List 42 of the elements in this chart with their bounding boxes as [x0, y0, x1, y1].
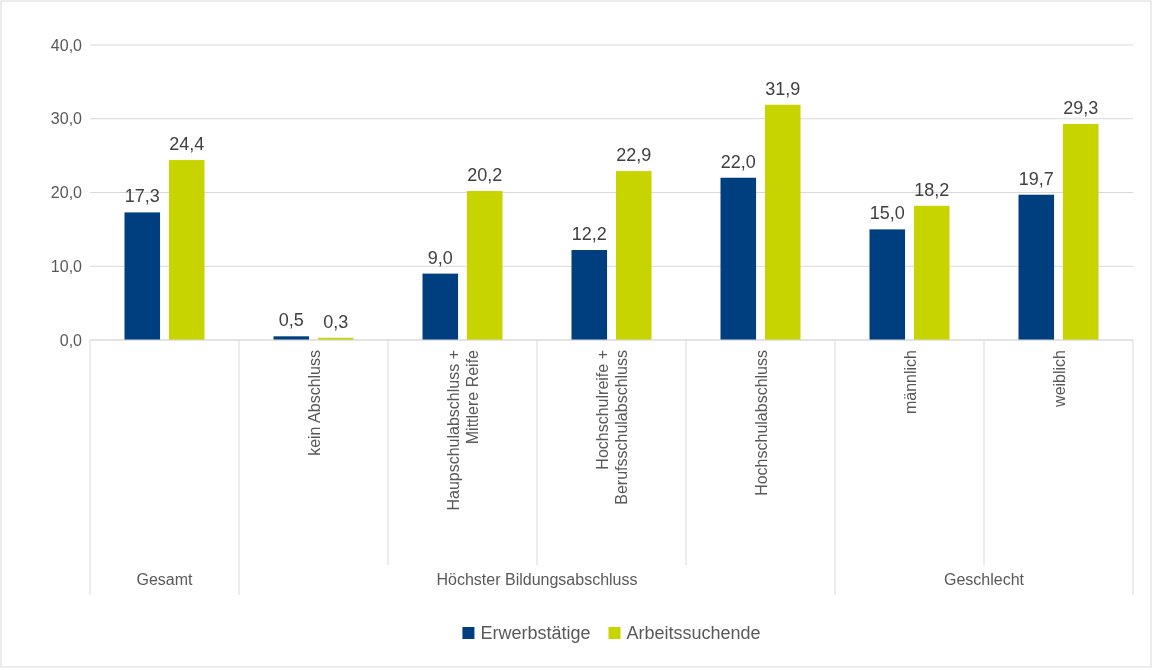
data-label: 20,2 [467, 165, 503, 186]
bar [1062, 123, 1099, 340]
y-tick-label: 30,0 [50, 110, 83, 128]
data-label: 15,0 [869, 203, 905, 224]
bar [571, 250, 608, 340]
bar [466, 191, 503, 340]
data-label: 17,3 [124, 186, 160, 207]
data-label: 0,3 [323, 311, 349, 332]
data-label: 18,2 [914, 179, 950, 200]
data-label: 31,9 [765, 78, 801, 99]
data-label: 19,7 [1018, 168, 1054, 189]
data-label: 22,9 [616, 145, 652, 166]
data-label: 12,2 [571, 224, 607, 245]
bar [124, 212, 161, 340]
legend-label: Erwerbstätige [480, 623, 591, 643]
x-tick-label: kein Abschluss [305, 350, 323, 456]
bar [615, 171, 652, 340]
bar [913, 205, 950, 340]
data-label: 22,0 [720, 151, 756, 172]
bar [168, 160, 205, 340]
data-label: 24,4 [169, 134, 205, 155]
legend-label: Arbeitssuchende [626, 623, 761, 643]
data-label: 9,0 [427, 247, 453, 268]
bar [422, 273, 459, 340]
x-tick-label: weiblich [1050, 350, 1068, 408]
data-label: 29,3 [1063, 97, 1099, 118]
x-tick-label: Haupschulabschluss + Mittlere Reife [445, 349, 481, 511]
bar [1018, 194, 1055, 340]
y-tick-label: 10,0 [50, 257, 83, 275]
bar [720, 177, 757, 340]
text: Höchster Bildungsabschluss [436, 571, 638, 588]
x-tick-label: männlich [901, 350, 919, 415]
x-tick-label: Hochschulreife + Berufsschulabschluss [594, 350, 630, 505]
bar [764, 104, 801, 340]
x-tick-label: Hochschulabschluss [752, 350, 770, 496]
y-tick-label: 0,0 [59, 331, 83, 349]
text: Gesamt [136, 571, 194, 588]
y-tick-label: 20,0 [50, 184, 83, 202]
bar [869, 229, 906, 340]
text: Geschlecht [943, 571, 1025, 588]
y-tick-label: 40,0 [50, 36, 83, 54]
data-label: 0,5 [278, 310, 304, 331]
